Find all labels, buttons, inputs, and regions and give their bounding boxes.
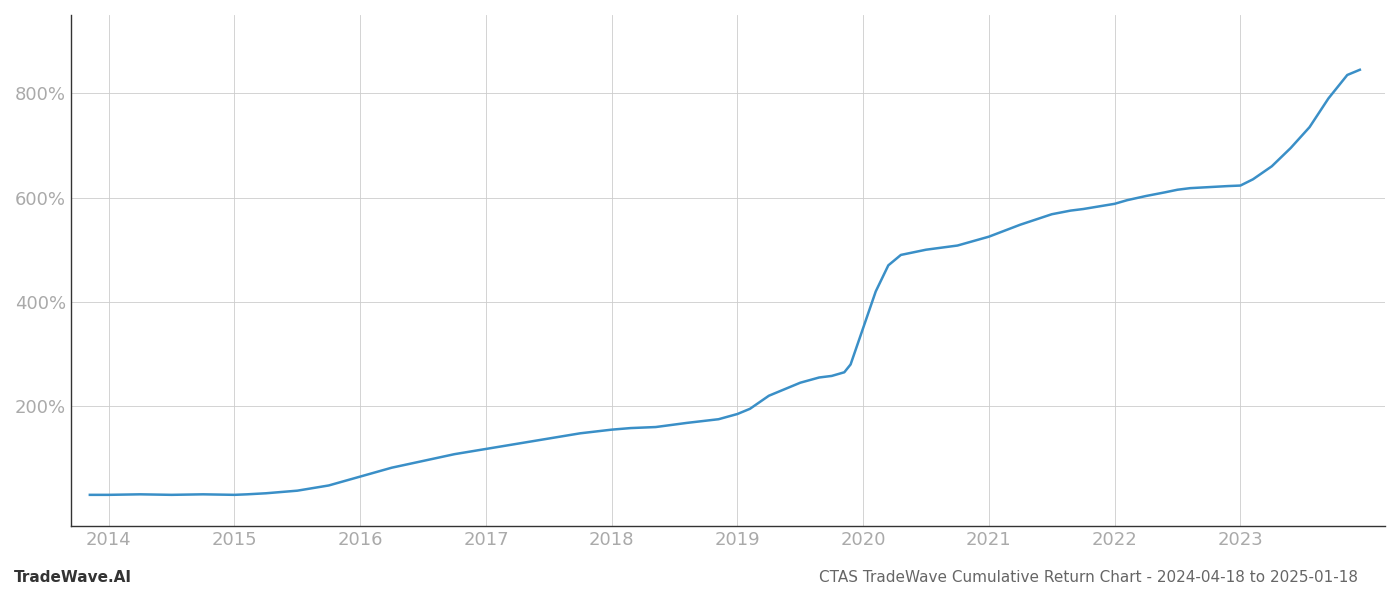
Text: TradeWave.AI: TradeWave.AI: [14, 570, 132, 585]
Text: CTAS TradeWave Cumulative Return Chart - 2024-04-18 to 2025-01-18: CTAS TradeWave Cumulative Return Chart -…: [819, 570, 1358, 585]
